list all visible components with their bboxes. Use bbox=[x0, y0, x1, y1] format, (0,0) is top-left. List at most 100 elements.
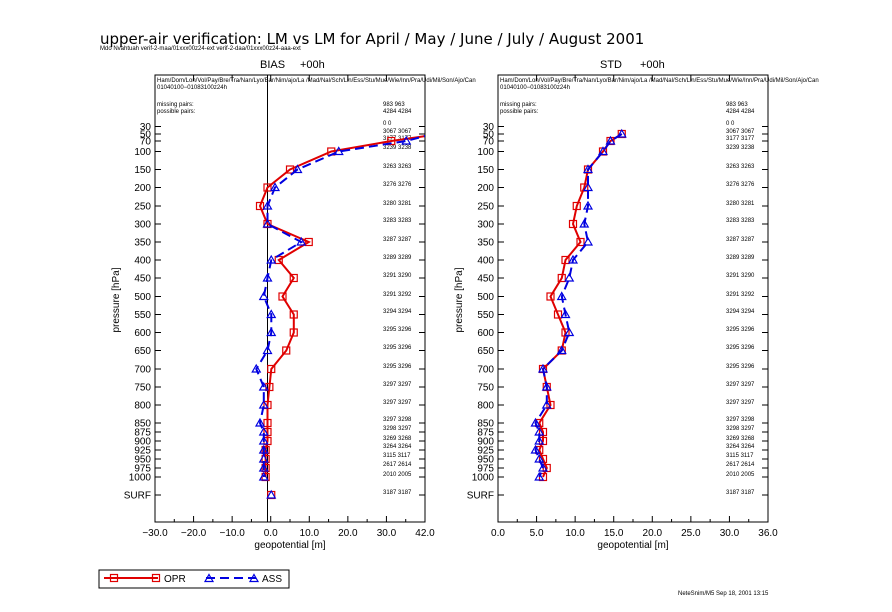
x-tick-label: 0.0 bbox=[264, 528, 278, 539]
legend-opr-marker bbox=[109, 573, 119, 583]
ass-marker bbox=[266, 489, 277, 499]
y-tick-label: 900 bbox=[477, 437, 494, 448]
y-tick-label: 200 bbox=[134, 183, 151, 194]
pair-count: 3177 3177 bbox=[726, 136, 755, 142]
pair-count: 3115 3117 bbox=[726, 453, 754, 459]
opr-marker bbox=[561, 255, 570, 265]
ass-marker bbox=[534, 471, 545, 481]
figure-subtitle: Mdo Nvahtuah verif-2-maa/01xxx00z24-ext … bbox=[100, 46, 301, 52]
ass-marker bbox=[429, 130, 437, 137]
x-tick-label: 0.0 bbox=[491, 528, 505, 539]
x-tick-label: 5.0 bbox=[530, 528, 544, 539]
pair-count: 3297 3297 bbox=[383, 400, 412, 406]
ass-marker bbox=[564, 272, 575, 282]
opr-marker bbox=[546, 292, 555, 301]
x-tick-label: 10.0 bbox=[565, 528, 585, 539]
y-tick-label: 350 bbox=[477, 238, 494, 249]
period-line: 01040100−01083100z24h bbox=[500, 85, 570, 91]
y-tick-label: 150 bbox=[477, 165, 494, 176]
x-tick-label: 42.0 bbox=[415, 528, 435, 539]
ass-marker bbox=[262, 200, 273, 210]
pair-count: 2010 2005 bbox=[383, 472, 412, 478]
x-axis-label: geopotential [m] bbox=[597, 540, 668, 551]
pair-count: 3280 3281 bbox=[383, 201, 412, 207]
y-tick-label: 450 bbox=[477, 274, 494, 285]
y-tick-label: 750 bbox=[477, 383, 494, 394]
ass-marker bbox=[292, 164, 303, 174]
std-panel: STD +00h Ham/Dom/Lon/Vol/Pay/Bre/Tra/Nan/L… bbox=[454, 59, 819, 551]
y-tick-label: 700 bbox=[477, 365, 494, 376]
stations-line: Ham/Dom/Lon/Vol/Pay/Bre/Tra/Nan/Lyo/Bar/… bbox=[157, 78, 476, 84]
y-tick-label: 1000 bbox=[129, 473, 152, 484]
y-tick-label: SURF bbox=[124, 491, 151, 502]
y-tick-label: 950 bbox=[477, 455, 494, 466]
pair-count: 3294 3294 bbox=[726, 309, 755, 315]
ass-marker bbox=[258, 381, 269, 391]
ass-marker bbox=[258, 462, 269, 472]
top-level-count: 0 0 bbox=[383, 121, 392, 127]
pair-count: 3067 3067 bbox=[726, 129, 755, 135]
ass-marker bbox=[534, 453, 545, 463]
pair-count: 3297 3298 bbox=[383, 417, 412, 423]
pair-count: 3294 3294 bbox=[383, 309, 412, 315]
ass-marker bbox=[266, 309, 277, 319]
pair-count: 3239 3238 bbox=[726, 145, 755, 151]
curves bbox=[251, 130, 437, 500]
y-tick-label: 1000 bbox=[472, 473, 495, 484]
series-line-opr bbox=[258, 135, 425, 477]
opr-marker bbox=[387, 136, 396, 146]
pair-count: 3295 3296 bbox=[383, 364, 412, 370]
ass-marker bbox=[530, 444, 541, 454]
ass-marker bbox=[582, 164, 594, 174]
pair-count: 3298 3297 bbox=[726, 426, 755, 432]
ass-marker bbox=[567, 254, 579, 264]
pair-count: 3295 3296 bbox=[726, 364, 755, 370]
x-tick-label: 15.0 bbox=[604, 528, 624, 539]
x-tick-label: −30.0 bbox=[142, 528, 168, 539]
ass-marker bbox=[266, 327, 277, 337]
y-tick-label: 400 bbox=[134, 256, 151, 267]
y-tick-label: 800 bbox=[134, 401, 151, 412]
y-tick-label: 550 bbox=[134, 310, 151, 321]
opr-marker bbox=[278, 292, 287, 301]
y-tick-label: 950 bbox=[134, 455, 151, 466]
ass-marker bbox=[582, 236, 594, 246]
y-tick-label: 50 bbox=[483, 130, 495, 141]
y-tick-label: 100 bbox=[477, 147, 494, 158]
y-tick-label: SURF bbox=[467, 491, 494, 502]
panel-title: STD bbox=[600, 59, 622, 71]
missing-pairs-label: missing pairs: bbox=[500, 102, 537, 108]
pair-count: 3264 3264 bbox=[726, 444, 755, 450]
ass-marker bbox=[582, 182, 594, 192]
y-tick-label: 875 bbox=[134, 428, 151, 439]
y-tick-label: 250 bbox=[477, 202, 494, 213]
y-tick-label: 750 bbox=[134, 383, 151, 394]
y-tick-label: 350 bbox=[134, 238, 151, 249]
pair-count: 3187 3187 bbox=[383, 490, 412, 496]
pair-count: 3287 3287 bbox=[726, 237, 755, 243]
stations-line: Ham/Dom/Lon/Vol/Pay/Bre/Tra/Nan/Lyo/Bar/… bbox=[500, 78, 819, 84]
y-tick-label: 600 bbox=[477, 328, 494, 339]
ass-marker bbox=[262, 272, 273, 282]
y-tick-label: 875 bbox=[477, 428, 494, 439]
y-tick-label: 70 bbox=[140, 137, 152, 148]
y-tick-label: 30 bbox=[140, 122, 152, 133]
pair-count: 3291 3292 bbox=[383, 292, 412, 298]
opr-marker bbox=[568, 219, 578, 229]
y-axis-label: pressure [hPa] bbox=[111, 267, 122, 332]
opr-marker bbox=[263, 418, 272, 428]
ass-marker bbox=[541, 381, 552, 391]
y-tick-label: 975 bbox=[134, 464, 151, 475]
ass-marker bbox=[530, 417, 541, 427]
ass-marker bbox=[579, 218, 590, 228]
y-tick-label: 500 bbox=[134, 292, 151, 303]
pair-count: 3297 3297 bbox=[726, 400, 755, 406]
pair-count: 3295 3296 bbox=[383, 345, 412, 351]
series-line-ass bbox=[534, 133, 623, 478]
y-tick-label: 600 bbox=[134, 328, 151, 339]
ass-marker bbox=[556, 345, 567, 355]
y-tick-label: 850 bbox=[477, 419, 494, 430]
opr-marker bbox=[263, 183, 272, 192]
pair-count: 3280 3281 bbox=[726, 201, 755, 207]
x-tick-label: −10.0 bbox=[219, 528, 245, 539]
